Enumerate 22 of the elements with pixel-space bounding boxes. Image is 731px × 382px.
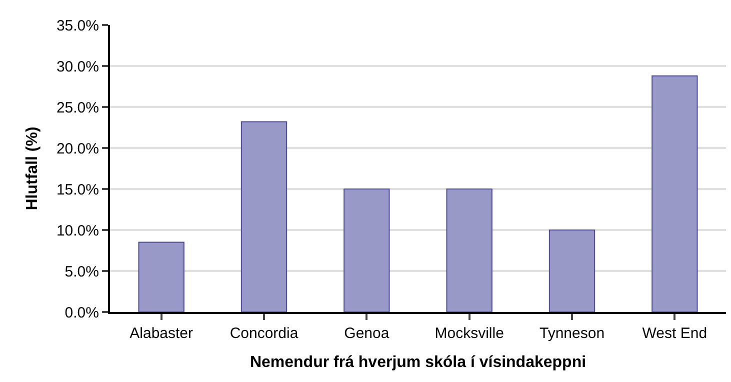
- x-tick-label: Alabaster: [130, 325, 194, 342]
- bar: [240, 121, 288, 312]
- bar: [652, 75, 698, 312]
- x-tick-label: Tynneson: [539, 325, 605, 342]
- y-tick-label: 5.0%: [64, 263, 99, 280]
- y-tick-label: 20.0%: [56, 140, 99, 158]
- bar: [138, 242, 184, 312]
- x-tick-label: West End: [642, 325, 708, 342]
- y-tick-label: 10.0%: [56, 222, 99, 240]
- x-axis-title: Nemendur frá hverjum skóla í vísindakeppni: [250, 354, 586, 372]
- y-tick-label: 0.0%: [64, 304, 99, 322]
- bar: [548, 230, 596, 312]
- y-tick-label: 30.0%: [56, 58, 99, 76]
- y-tick-label: 15.0%: [56, 181, 99, 198]
- y-tick-label: 25.0%: [56, 99, 99, 116]
- y-axis-title: Hlutfall (%): [24, 126, 41, 210]
- x-tick-label: Genoa: [344, 325, 390, 342]
- bar: [446, 188, 492, 312]
- x-tick-label: Concordia: [230, 325, 299, 342]
- y-tick-label: 35.0%: [56, 17, 99, 34]
- bar: [344, 188, 390, 312]
- x-tick-label: Mocksville: [434, 325, 504, 342]
